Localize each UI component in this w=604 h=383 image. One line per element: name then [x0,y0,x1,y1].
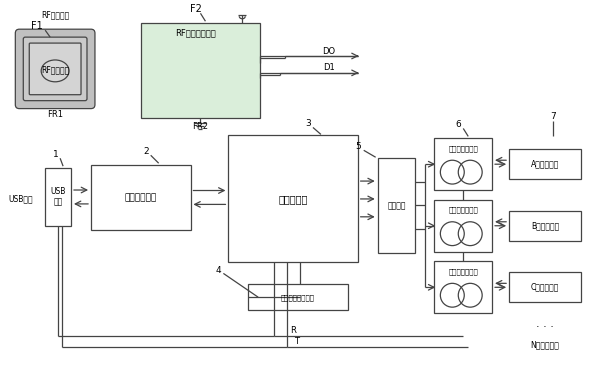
Text: FR2: FR2 [193,122,208,131]
Bar [509,211,580,241]
Text: DO: DO [323,46,335,56]
Text: USB
接口: USB 接口 [51,187,66,207]
Text: 2: 2 [143,147,149,156]
Text: FR1: FR1 [47,110,63,119]
Text: RF射频接收模块: RF射频接收模块 [175,29,216,38]
Bar [434,200,492,252]
Bar [509,272,580,302]
Text: 1: 1 [53,150,59,159]
Text: C盘内存颗粒: C盘内存颗粒 [531,283,559,292]
Text: 系统处理器: 系统处理器 [278,194,307,204]
Text: T: T [294,337,299,346]
Text: 3: 3 [305,119,311,128]
Text: RF射频芯片: RF射频芯片 [41,11,69,20]
Text: 微型隔离继电器: 微型隔离继电器 [448,206,478,213]
Text: 6: 6 [455,120,461,129]
Text: F2: F2 [190,4,201,14]
FancyBboxPatch shape [15,29,95,109]
Text: 微型隔离继电器: 微型隔离继电器 [448,145,478,152]
Bar [434,138,492,190]
Text: 微型隔离继电器: 微型隔离继电器 [448,268,478,275]
Text: · · ·: · · · [536,322,554,332]
Bar [378,158,416,252]
Bar [91,165,190,230]
Text: N盘内存颗粒: N盘内存颗粒 [530,340,559,349]
Bar [141,23,260,118]
Text: D1: D1 [323,64,335,72]
FancyBboxPatch shape [29,43,81,95]
Text: B盘内存颗粒: B盘内存颗粒 [531,221,559,230]
Text: 电压异常检测模块: 电压异常检测模块 [281,294,315,301]
Text: 电源管理模块: 电源管理模块 [124,193,157,202]
Text: A盘内存颗粒: A盘内存颗粒 [531,160,559,169]
Bar [509,149,580,179]
Text: 驱动模块: 驱动模块 [387,201,406,210]
Bar [45,168,71,226]
FancyBboxPatch shape [24,37,87,101]
Ellipse shape [41,60,69,82]
Text: 7: 7 [550,112,556,121]
Bar [434,262,492,313]
Bar [248,284,348,310]
Text: R: R [291,326,297,336]
Text: F1: F1 [31,21,43,31]
Text: 5: 5 [355,142,361,151]
Bar [228,136,358,262]
Text: RF射频芯片: RF射频芯片 [41,65,69,74]
Text: 4: 4 [216,266,221,275]
Text: USB接口: USB接口 [8,195,33,203]
